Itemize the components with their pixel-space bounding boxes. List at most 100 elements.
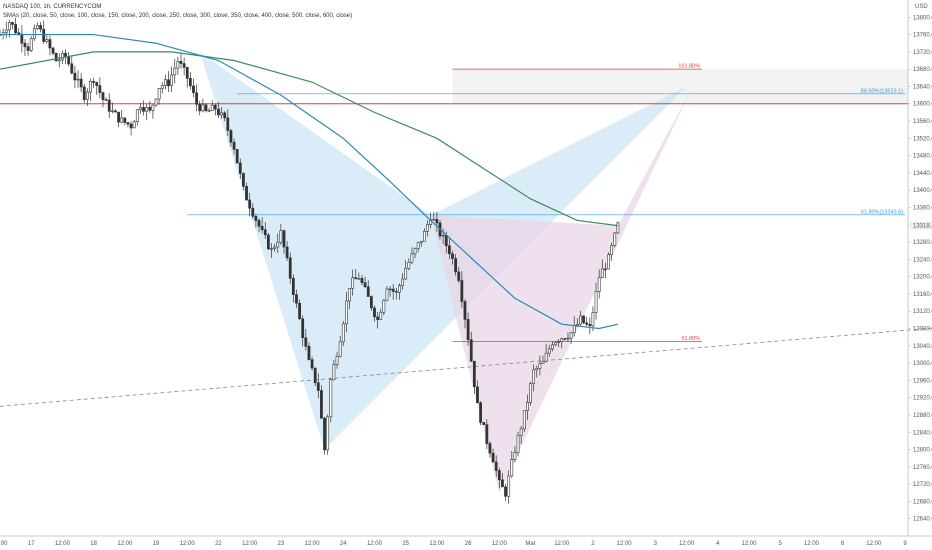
candle-2 bbox=[4, 21, 8, 39]
candle-86 bbox=[266, 232, 270, 251]
x-tick-label-1: 17 bbox=[28, 541, 35, 547]
fib-level-label-0: 161.80% bbox=[678, 64, 700, 70]
candle-38 bbox=[117, 111, 120, 128]
candle-72 bbox=[223, 111, 227, 122]
candle-151 bbox=[469, 331, 473, 363]
candle-99 bbox=[307, 342, 311, 361]
candle-116 bbox=[360, 274, 364, 286]
x-tick-label-3: 18 bbox=[90, 541, 97, 547]
candle-135 bbox=[419, 240, 423, 247]
y-tick-labels: 12640.0 12680.0 12720.0 12760.0 12800.0 12840… bbox=[908, 15, 932, 523]
candle-77 bbox=[238, 158, 242, 179]
candle-158 bbox=[491, 448, 495, 463]
candle-171 bbox=[532, 364, 536, 392]
x-tick-label-13: 25 bbox=[402, 541, 409, 547]
candle-164 bbox=[510, 451, 514, 479]
sma-fast-line bbox=[0, 33, 619, 330]
candle-180 bbox=[560, 337, 564, 349]
y-tick-label-10: 13040.0 bbox=[913, 344, 932, 350]
candle-81 bbox=[251, 203, 255, 219]
x-tick-label-28: 12:00 bbox=[866, 541, 882, 547]
candle-76 bbox=[235, 149, 239, 164]
candle-28 bbox=[85, 88, 89, 107]
candle-150 bbox=[466, 312, 470, 346]
x-tick-label-22: 12:00 bbox=[679, 541, 695, 547]
candle-23 bbox=[70, 56, 74, 75]
currency-label: USD bbox=[915, 4, 928, 10]
level-lines-layer: 161.80% 88.60%(13623.1) 61.80%(13343.6) 61.… bbox=[0, 64, 932, 407]
candle-71 bbox=[220, 107, 223, 119]
candle-117 bbox=[363, 276, 367, 289]
current-price-box bbox=[910, 221, 932, 230]
candle-197 bbox=[613, 231, 617, 248]
candle-169 bbox=[526, 394, 529, 421]
candle-196 bbox=[610, 242, 614, 262]
candle-181 bbox=[563, 338, 567, 341]
y-tick-label-29: 13800.0 bbox=[913, 15, 932, 21]
candle-173 bbox=[538, 355, 542, 376]
candle-65 bbox=[201, 98, 205, 113]
x-tick-label-23: 4 bbox=[716, 541, 720, 547]
candle-195 bbox=[607, 252, 610, 270]
candle-115 bbox=[357, 272, 361, 280]
candle-189 bbox=[588, 317, 592, 335]
x-tick-label-24: 12:00 bbox=[741, 541, 757, 547]
candle-35 bbox=[107, 93, 111, 118]
candle-29 bbox=[89, 78, 92, 102]
x-tick-label-29: 9 bbox=[903, 541, 907, 547]
y-tick-label-13: 13160.0 bbox=[913, 292, 932, 298]
candle-132 bbox=[410, 247, 414, 265]
axes-layer bbox=[0, 0, 932, 537]
candle-174 bbox=[541, 355, 545, 365]
candle-36 bbox=[110, 102, 114, 114]
y-tick-label-26: 13680.0 bbox=[913, 67, 932, 73]
candle-148 bbox=[460, 271, 464, 308]
x-tick-label-0: 12:00 bbox=[0, 541, 8, 547]
sma-layer bbox=[0, 33, 619, 330]
candle-78 bbox=[242, 172, 245, 191]
candle-101 bbox=[313, 367, 317, 387]
candle-18 bbox=[54, 52, 58, 62]
candle-179 bbox=[557, 339, 560, 348]
candle-105 bbox=[326, 414, 330, 455]
candle-167 bbox=[519, 425, 523, 444]
candle-100 bbox=[310, 356, 314, 371]
y-tick-label-3: 12760.0 bbox=[913, 465, 932, 471]
candle-163 bbox=[507, 470, 511, 504]
y-tick-label-11: 13080.0 bbox=[913, 327, 932, 333]
candle-137 bbox=[426, 220, 429, 237]
candle-44 bbox=[135, 108, 139, 126]
candle-8 bbox=[23, 38, 27, 56]
x-tick-label-19: 2 bbox=[591, 541, 595, 547]
candle-12 bbox=[36, 22, 39, 30]
candle-93 bbox=[288, 252, 292, 284]
candle-19 bbox=[57, 53, 61, 68]
chart-header: NASDAQ 100, 1h, CURRENCYCOM SMAs (20, cl… bbox=[3, 4, 928, 19]
candle-82 bbox=[254, 214, 258, 228]
candle-13 bbox=[39, 22, 42, 33]
y-tick-label-7: 12920.0 bbox=[913, 396, 932, 402]
y-tick-label-25: 13640.0 bbox=[913, 84, 932, 90]
candle-127 bbox=[394, 288, 398, 300]
x-tick-label-20: 12:00 bbox=[617, 541, 633, 547]
candle-124 bbox=[385, 285, 389, 302]
candle-125 bbox=[388, 286, 392, 297]
candle-15 bbox=[45, 35, 49, 44]
candle-98 bbox=[304, 328, 308, 351]
candle-64 bbox=[198, 100, 202, 116]
candle-159 bbox=[494, 455, 498, 478]
x-tick-label-15: 26 bbox=[465, 541, 472, 547]
x-tick-label-17: Mar bbox=[525, 541, 535, 547]
candle-88 bbox=[273, 243, 277, 252]
candle-91 bbox=[282, 229, 286, 254]
candle-170 bbox=[529, 381, 532, 406]
x-tick-labels: 12:001712:001812:001912:002212:002312:00… bbox=[0, 541, 907, 547]
candle-26 bbox=[79, 73, 83, 93]
x-tick-label-10: 12:00 bbox=[305, 541, 321, 547]
candle-190 bbox=[591, 306, 595, 332]
candle-119 bbox=[369, 295, 373, 311]
harmonic-pink-triangle-1 bbox=[430, 215, 618, 493]
candle-122 bbox=[379, 308, 383, 321]
candle-63 bbox=[195, 84, 198, 112]
